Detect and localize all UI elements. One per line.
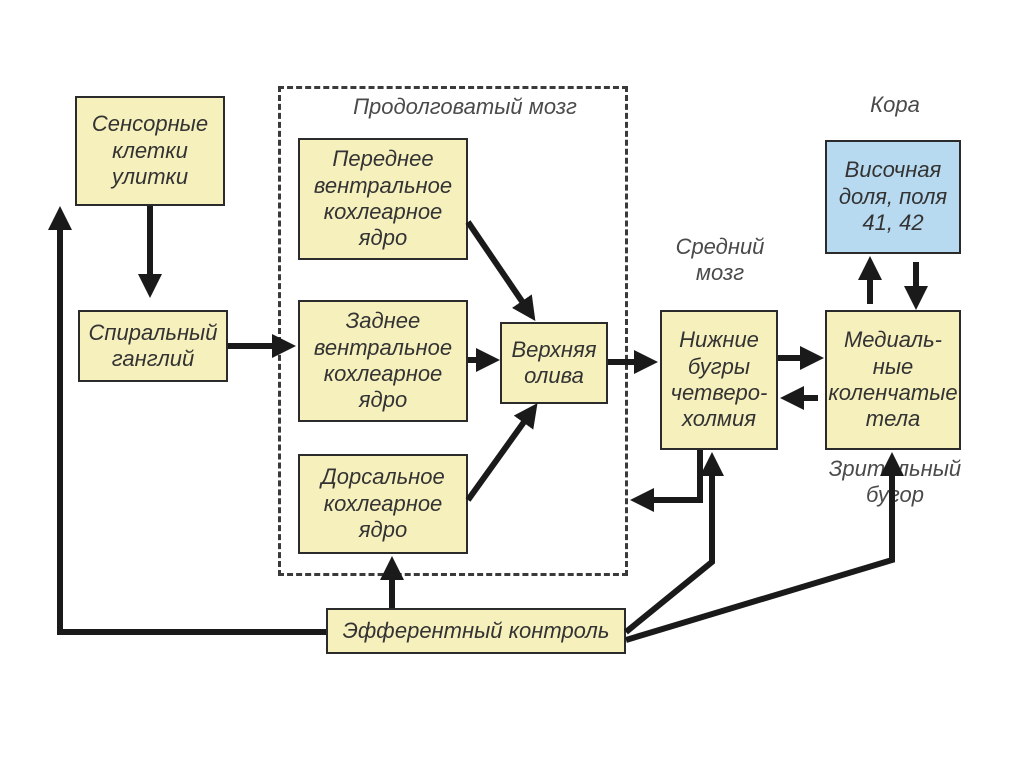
arrow-colliculi-down-left bbox=[636, 450, 700, 500]
label-cortex: Кора bbox=[840, 92, 950, 118]
label-medulla: Продолговатый мозг bbox=[310, 94, 620, 120]
diagram-stage: Продолговатый мозг Средний мозг Кора Зри… bbox=[0, 0, 1024, 767]
arrow-efferent-to-colliculi bbox=[626, 458, 712, 632]
node-spiral-ganglion: Спиральный ганглий bbox=[78, 310, 228, 382]
node-inferior-colliculi: Нижние бугры четверо-холмия bbox=[660, 310, 778, 450]
label-midbrain: Средний мозг bbox=[650, 234, 790, 286]
node-sensory-cells: Сенсорные клетки улитки bbox=[75, 96, 225, 206]
node-temporal-lobe: Височная доля, поля 41, 42 bbox=[825, 140, 961, 254]
node-medial-geniculate: Медиаль-ные коленчатые тела bbox=[825, 310, 961, 450]
node-superior-olive: Верхняя олива bbox=[500, 322, 608, 404]
node-dorsal-cn: Дорсальное кохлеарное ядро bbox=[298, 454, 468, 554]
label-thalamus: Зрительный бугор bbox=[810, 456, 980, 508]
node-efferent-control: Эфферентный контроль bbox=[326, 608, 626, 654]
node-posterior-vcn: Заднее вентральное кохлеарное ядро bbox=[298, 300, 468, 422]
node-anterior-vcn: Переднее вентральное кохлеарное ядро bbox=[298, 138, 468, 260]
